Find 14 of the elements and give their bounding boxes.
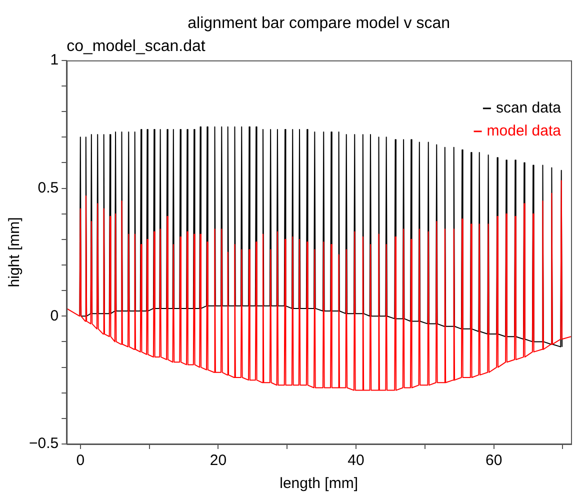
x-tick-label: 40 [348, 452, 364, 470]
y-tick-label: 0 [50, 307, 59, 324]
x-axis-title: length [mm] [280, 475, 358, 492]
y-tick-label: 1 [50, 52, 59, 69]
x-tick-label: 20 [210, 452, 227, 470]
y-tick-label: 0.5 [38, 179, 59, 196]
y-axis-title: hight [mm] [6, 217, 24, 288]
y-tick-label: −0.5 [28, 435, 59, 452]
x-tick-label: 0 [76, 452, 85, 470]
legend-label: model data [486, 122, 562, 140]
x-tick-label: 60 [485, 452, 502, 470]
chart-subtitle: co_model_scan.dat [66, 38, 206, 56]
chart-title: alignment bar compare model v scan [188, 15, 450, 32]
legend-label: scan data [496, 100, 562, 117]
